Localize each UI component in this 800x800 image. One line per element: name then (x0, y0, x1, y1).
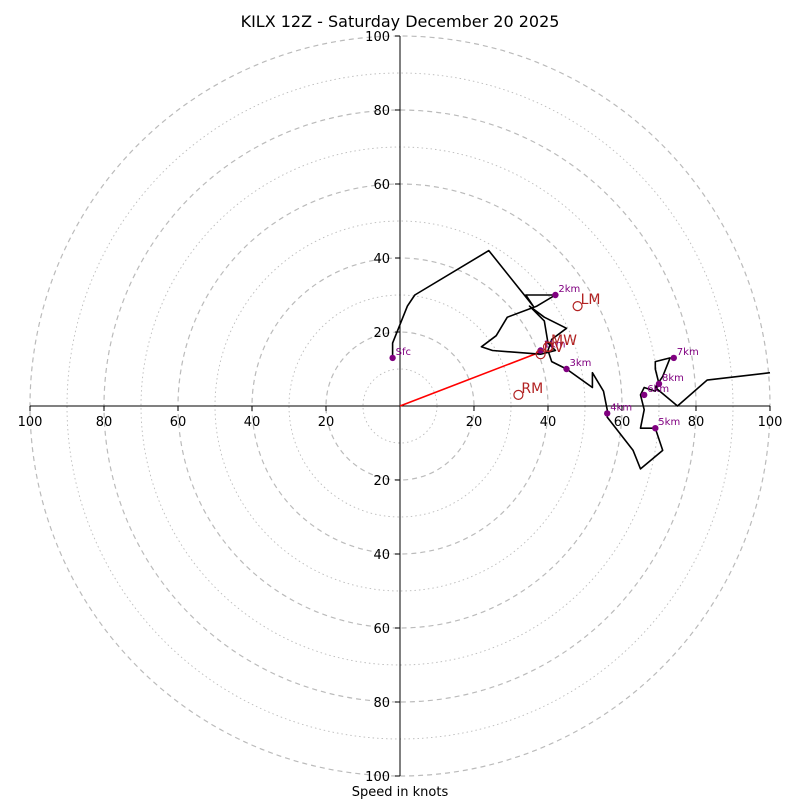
y-tick-label-4: 20 (373, 326, 390, 341)
x-tick-label-5: 20 (466, 415, 483, 430)
y-tick-label-6: 40 (373, 548, 390, 563)
height-marker-6 (670, 354, 677, 362)
x-axis-label: Speed in knots (352, 785, 449, 800)
height-marker-7 (655, 380, 663, 387)
height-marker-3 (604, 410, 611, 417)
x-tick-label-4: 20 (318, 415, 335, 430)
height-marker-8 (537, 347, 544, 354)
y-tick-label-0: 100 (365, 30, 390, 45)
y-tick-label-2: 60 (373, 178, 390, 193)
height-marker-0 (389, 354, 396, 362)
y-tick-label-3: 40 (373, 252, 390, 267)
storm-motion-label-0: LM (581, 292, 601, 308)
x-tick-label-1: 80 (96, 415, 113, 430)
x-tick-label-9: 100 (758, 415, 783, 430)
height-marker-5 (641, 391, 648, 399)
height-label-8: 1km (544, 340, 566, 351)
height-marker-2 (563, 365, 570, 373)
y-tick-label-9: 100 (365, 770, 390, 785)
x-tick-label-7: 60 (614, 415, 631, 430)
height-markers: Sfc 2km 3km 4km 5km 6km 7km 8km 1km (389, 284, 699, 432)
storm-motion-marker-1 (513, 389, 524, 400)
height-label-1: 2km (558, 284, 580, 295)
height-label-0: Sfc (396, 347, 411, 358)
x-tick-label-3: 40 (244, 415, 261, 430)
x-tick-label-8: 80 (688, 415, 705, 430)
x-tick-label-6: 40 (540, 415, 557, 430)
height-label-5: 6km (647, 384, 669, 395)
y-tick-label-7: 60 (373, 622, 390, 637)
y-tick-label-8: 80 (373, 696, 390, 711)
shear-vector-line (399, 349, 545, 407)
height-marker-1 (552, 291, 559, 299)
y-tick-label-5: 20 (373, 474, 390, 489)
storm-motion-label-1: RM (521, 381, 543, 397)
height-label-2: 3km (570, 358, 592, 369)
height-marker-4 (652, 425, 659, 432)
x-tick-label-0: 100 (18, 415, 43, 430)
storm-motion-marker-0 (572, 301, 583, 312)
y-tick-label-1: 80 (373, 104, 390, 119)
storm-motion-marker-3 (535, 349, 546, 360)
height-label-6: 7km (677, 347, 699, 358)
x-tick-label-2: 60 (170, 415, 187, 430)
height-label-3: 4km (610, 402, 632, 413)
tick-labels: 100 100 80 80 60 60 40 40 20 20 20 20 40 40 60 60 80 80 10… (18, 30, 783, 785)
storm-motion-label-2: MW (551, 333, 577, 349)
height-label-4: 5km (658, 417, 680, 428)
chart-title: KILX 12Z - Saturday December 20 2025 (241, 12, 560, 31)
storm-motion-marker-2 (542, 341, 554, 352)
storm-motion-label-3: DV (544, 340, 565, 356)
height-label-7: 8km (662, 373, 684, 384)
